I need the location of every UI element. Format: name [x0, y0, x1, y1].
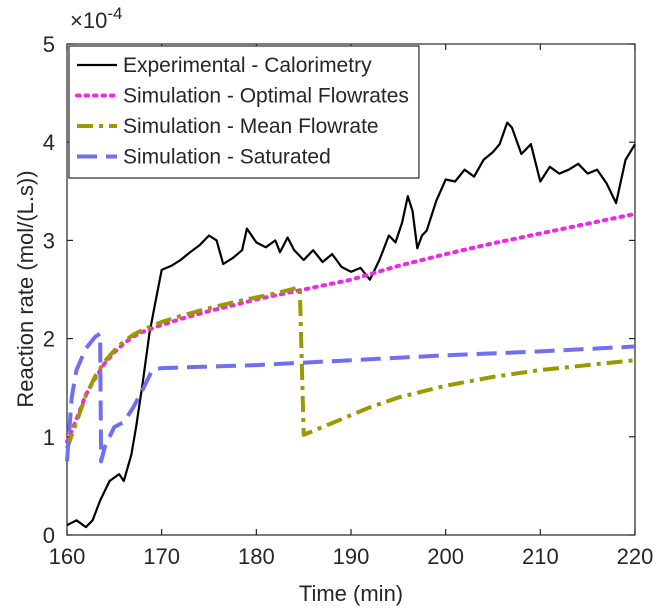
series-line-2	[65, 211, 637, 444]
legend-box	[68, 45, 420, 179]
x-tick-label: 180	[238, 544, 275, 569]
legend-label-4: Simulation - Saturated	[123, 146, 331, 169]
x-tick-label: 160	[49, 544, 86, 569]
series-layer	[65, 121, 637, 529]
y-tick-label: 3	[43, 228, 55, 253]
series-line-4	[65, 331, 636, 464]
legend-label-3: Simulation - Mean Flowrate	[123, 115, 379, 138]
x-axis-label: Time (min)	[299, 581, 403, 606]
y-tick-label: 5	[43, 32, 55, 57]
ticks-layer: 160 170 180 190 200 210 220 0 1 2 3 4 5	[43, 32, 654, 569]
y-tick-label: 2	[43, 327, 55, 352]
legend: Experimental - Calorimetry Simulation - O…	[68, 45, 420, 179]
x-tick-label: 210	[522, 544, 559, 569]
y-tick-label: 1	[43, 425, 55, 450]
y-axis-label: Reaction rate (mol/(L.s))	[13, 170, 38, 407]
legend-label-1: Experimental - Calorimetry	[123, 54, 372, 77]
x-tick-label: 220	[617, 544, 654, 569]
x-tick-label: 200	[427, 544, 464, 569]
x-tick-label: 190	[333, 544, 370, 569]
series-line-1	[66, 121, 636, 529]
y-exponent: ×10-4	[70, 4, 122, 33]
y-tick-label: 0	[43, 523, 55, 548]
x-tick-label: 170	[143, 544, 180, 569]
series-line-3	[65, 285, 636, 450]
legend-label-2: Simulation - Optimal Flowrates	[123, 85, 409, 108]
y-tick-label: 4	[43, 130, 55, 155]
